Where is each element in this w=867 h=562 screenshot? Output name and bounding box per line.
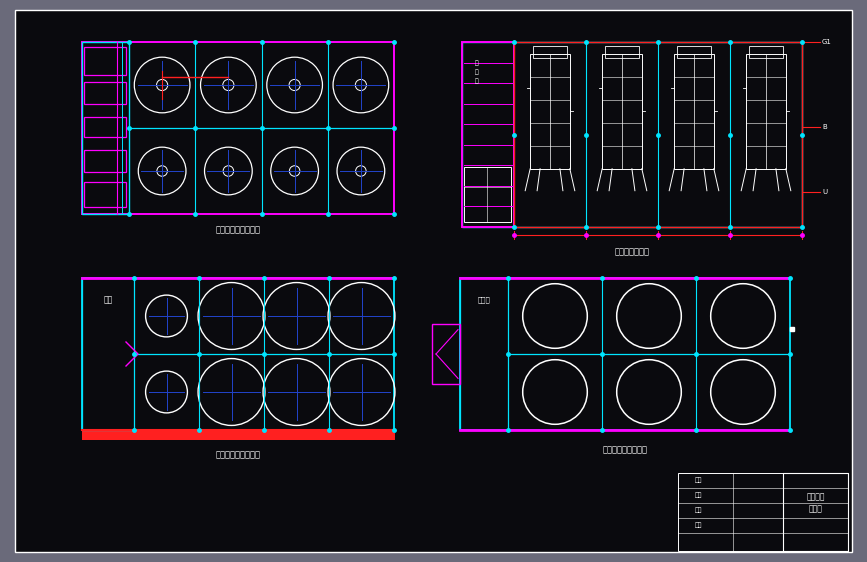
- Bar: [464, 167, 511, 222]
- Text: 设计: 设计: [694, 477, 701, 483]
- Bar: [533, 46, 567, 58]
- Bar: [749, 46, 783, 58]
- Text: U: U: [822, 189, 827, 195]
- Bar: [84, 82, 126, 104]
- Bar: [514, 42, 802, 227]
- Bar: [460, 278, 790, 430]
- Bar: [460, 278, 508, 430]
- Bar: [82, 430, 394, 440]
- Bar: [82, 278, 134, 430]
- Bar: [462, 42, 514, 227]
- Bar: [84, 47, 126, 75]
- Text: 日期: 日期: [694, 522, 701, 528]
- Bar: [84, 117, 126, 137]
- Text: 发酵车间一层平面图: 发酵车间一层平面图: [603, 446, 648, 455]
- Text: G1: G1: [822, 39, 831, 45]
- Bar: [82, 42, 129, 214]
- Text: 校核: 校核: [694, 492, 701, 498]
- Bar: [84, 182, 126, 207]
- Text: B: B: [822, 124, 827, 130]
- Bar: [678, 473, 848, 551]
- Bar: [531, 54, 570, 169]
- Bar: [84, 150, 126, 172]
- Text: 味精车间
布置图: 味精车间 布置图: [807, 493, 825, 514]
- Bar: [783, 473, 848, 551]
- Bar: [462, 42, 802, 227]
- Text: 审核: 审核: [694, 507, 701, 513]
- Bar: [603, 54, 642, 169]
- Bar: [82, 278, 394, 430]
- Text: 发酵车间立面图: 发酵车间立面图: [615, 247, 649, 256]
- Bar: [432, 324, 460, 384]
- Text: 泵房: 泵房: [103, 296, 113, 305]
- Bar: [605, 46, 639, 58]
- Bar: [746, 54, 786, 169]
- Text: 配电室: 配电室: [478, 297, 491, 303]
- Bar: [675, 54, 714, 169]
- Text: 入
入
入: 入 入 入: [475, 60, 479, 84]
- Bar: [82, 42, 394, 214]
- Text: 发酵车间三层平面图: 发酵车间三层平面图: [216, 225, 260, 234]
- Text: 发酵车间二层平面图: 发酵车间二层平面图: [216, 451, 260, 460]
- Bar: [677, 46, 711, 58]
